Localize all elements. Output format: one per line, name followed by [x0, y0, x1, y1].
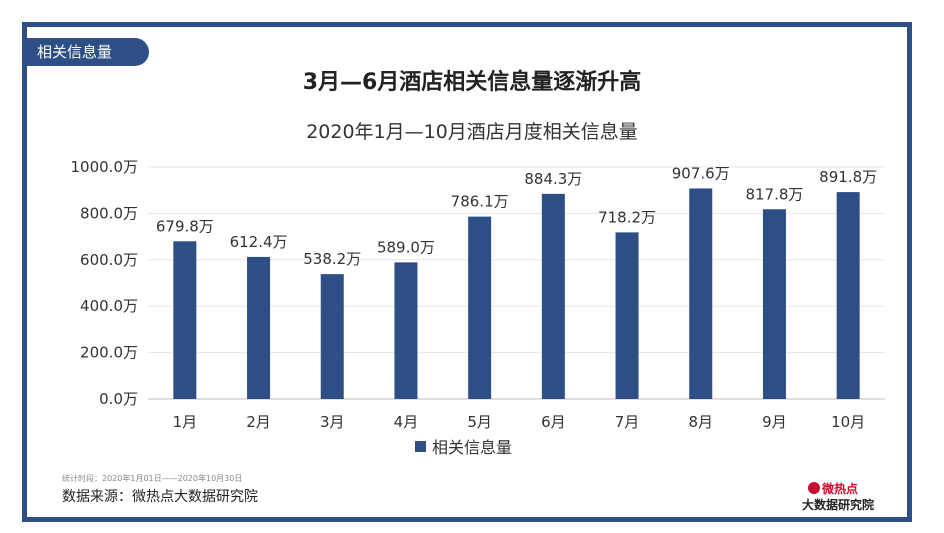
bar: [320, 274, 344, 399]
x-tick-label: 7月: [615, 413, 640, 431]
bar: [615, 232, 639, 399]
bar: [468, 216, 492, 399]
x-tick-label: 3月: [320, 413, 345, 431]
data-source: 数据来源：微热点大数据研究院: [62, 489, 258, 505]
legend-label: 相关信息量: [432, 438, 513, 457]
y-tick-label: 400.0万: [80, 297, 138, 315]
x-tick-label: 8月: [688, 413, 713, 431]
data-label: 538.2万: [303, 250, 361, 268]
data-label: 817.8万: [745, 185, 803, 203]
bar: [836, 192, 860, 399]
data-label: 718.2万: [598, 208, 656, 226]
time-range-note: 统计时段：2020年1月01日——2020年10月30日: [62, 474, 243, 483]
x-tick-label: 1月: [173, 413, 198, 431]
data-label: 884.3万: [524, 170, 582, 188]
data-label: 589.0万: [377, 238, 435, 256]
legend: 相关信息量: [415, 434, 512, 458]
x-tick-label: 6月: [541, 413, 566, 431]
bar: [689, 188, 713, 399]
y-tick-label: 600.0万: [80, 251, 138, 269]
section-tag: 相关信息量: [27, 38, 149, 66]
bar: [394, 262, 418, 399]
y-axis-ticks: 0.0万 200.0万 400.0万 600.0万 800.0万 1000.0万: [71, 158, 139, 408]
legend-swatch: [415, 440, 426, 452]
grid-lines: [148, 166, 885, 400]
bar: [541, 193, 565, 399]
y-tick-label: 800.0万: [80, 204, 138, 222]
logo: 微热点 大数据研究院: [800, 480, 900, 514]
logo-text-bottom: 大数据研究院: [802, 498, 875, 512]
bar: [173, 241, 197, 399]
y-tick-label: 1000.0万: [71, 158, 139, 176]
data-labels: 679.8万 612.4万 538.2万 589.0万 786.1万 884.3万 718.…: [156, 164, 877, 268]
data-label: 786.1万: [451, 193, 509, 211]
data-label: 907.6万: [672, 164, 730, 182]
logo-icon: [808, 482, 820, 494]
data-label: 612.4万: [230, 233, 288, 251]
y-tick-label: 200.0万: [80, 344, 138, 362]
bar: [762, 209, 786, 399]
x-tick-label: 9月: [762, 413, 787, 431]
x-tick-label: 4月: [394, 413, 419, 431]
chart-subtitle: 2020年1月—10月酒店月度相关信息量: [306, 121, 638, 143]
data-label: 679.8万: [156, 217, 214, 235]
x-axis-ticks: 1月 2月 3月 4月 5月 6月 7月 8月 9月 10月: [173, 413, 866, 431]
y-tick-label: 0.0万: [99, 390, 138, 408]
x-tick-label: 10月: [831, 413, 865, 431]
x-tick-label: 2月: [246, 413, 271, 431]
chart-title: 3月—6月酒店相关信息量逐渐升高: [302, 70, 642, 95]
bars: [173, 188, 860, 399]
logo-text-top: 微热点: [822, 482, 859, 496]
data-label: 891.8万: [819, 168, 877, 186]
bar: [247, 256, 271, 399]
x-tick-label: 5月: [467, 413, 492, 431]
